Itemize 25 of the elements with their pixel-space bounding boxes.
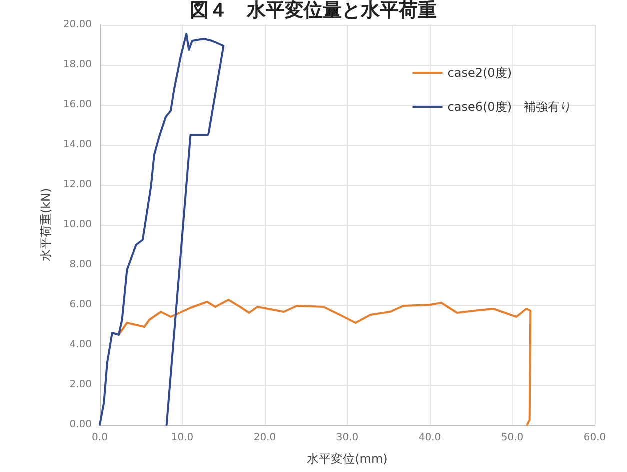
y-axis-title: 水平荷重(kN)	[39, 188, 53, 262]
y-tick-label: 8.00	[70, 260, 92, 270]
legend-label: case2(0度)	[448, 66, 512, 80]
y-tick-label: 0.00	[70, 420, 92, 430]
y-tick-label: 14.00	[63, 140, 92, 150]
line-series	[118, 299, 532, 426]
legend-label: case6(0度) 補強有り	[448, 100, 572, 114]
y-tick-label: 18.00	[63, 60, 92, 70]
x-tick-label: 50.0	[501, 432, 524, 444]
x-tick-label: 20.0	[254, 432, 276, 444]
x-tick-label: 40.0	[418, 432, 442, 444]
x-axis-title: 水平変位(mm)	[307, 452, 388, 466]
chart-title: 図４ 水平変位量と水平荷重	[190, 0, 437, 22]
y-tick-label: 10.00	[63, 220, 92, 230]
x-tick-label: 10.0	[171, 432, 194, 444]
line-series	[99, 33, 225, 426]
y-tick-label: 16.00	[63, 100, 92, 110]
x-tick-label: 0.0	[92, 432, 108, 444]
y-tick-label: 12.00	[63, 180, 92, 190]
y-tick-label: 2.00	[70, 380, 92, 390]
y-tick-label: 20.00	[63, 20, 92, 30]
y-tick-label: 6.00	[70, 300, 92, 310]
x-tick-label: 30.0	[336, 432, 359, 444]
y-tick-label: 4.00	[70, 340, 92, 350]
x-tick-label: 60.0	[584, 432, 606, 444]
